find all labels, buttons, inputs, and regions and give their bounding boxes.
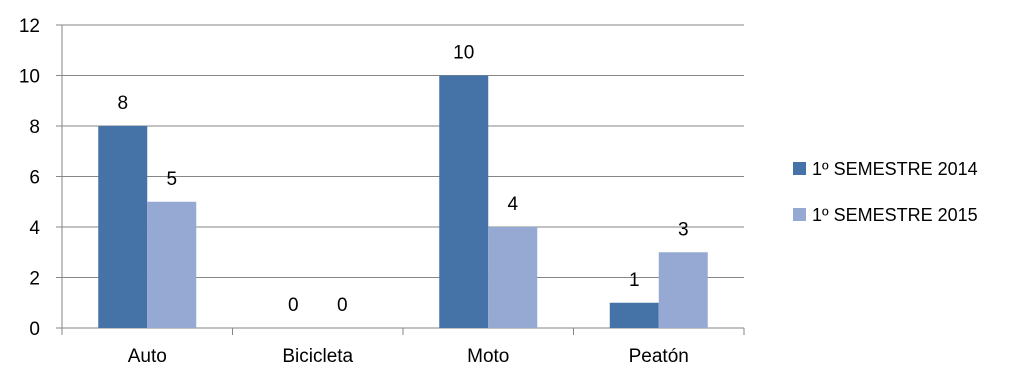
data-label: 8 — [117, 93, 128, 114]
bar — [98, 126, 148, 328]
legend-label: 1º SEMESTRE 2014 — [812, 159, 978, 179]
bar — [609, 302, 659, 328]
bar — [439, 75, 489, 328]
legend-swatch — [793, 208, 806, 221]
data-label: 5 — [166, 169, 177, 190]
data-label: 10 — [453, 43, 474, 64]
legend-swatch — [793, 162, 806, 175]
bar — [488, 227, 538, 328]
bar — [658, 252, 708, 328]
x-tick-label: Auto — [128, 346, 167, 367]
data-label: 1 — [629, 270, 640, 291]
y-tick-label: 10 — [19, 67, 40, 88]
bar — [147, 201, 197, 328]
data-label: 0 — [337, 295, 348, 316]
bars — [98, 75, 708, 328]
legend: 1º SEMESTRE 2014 1º SEMESTRE 2015 — [793, 159, 978, 225]
legend-label: 1º SEMESTRE 2015 — [812, 205, 978, 225]
data-labels: 8 5 0 0 10 4 1 3 — [117, 43, 688, 317]
data-label: 3 — [678, 219, 689, 240]
data-label: 4 — [507, 194, 518, 215]
y-tick-label: 6 — [29, 168, 40, 189]
x-tick-label: Peatón — [629, 346, 689, 367]
y-tick-label: 12 — [19, 16, 40, 37]
y-tick-label: 4 — [29, 218, 40, 239]
y-tick-label: 0 — [29, 319, 40, 340]
x-tick-label: Bicicleta — [282, 346, 353, 367]
y-tick-label: 8 — [29, 117, 40, 138]
data-label: 0 — [288, 295, 299, 316]
y-tick-label: 2 — [29, 269, 40, 290]
x-tick-label: Moto — [467, 346, 509, 367]
